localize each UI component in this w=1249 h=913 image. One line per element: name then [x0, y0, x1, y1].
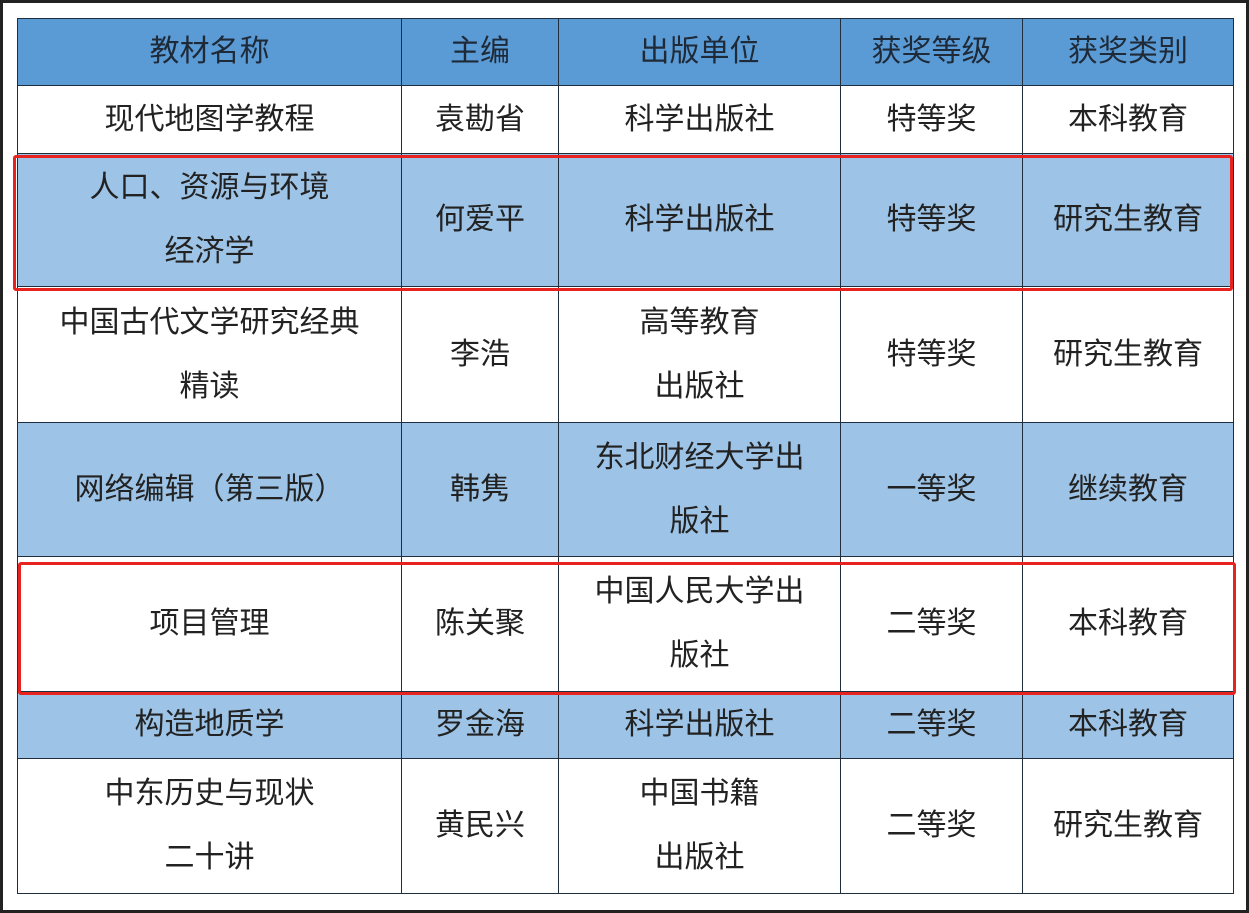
table-row: 现代地图学教程 袁勘省 科学出版社 特等奖 本科教育 — [17, 85, 1234, 154]
cell-category: 研究生教育 — [1022, 758, 1234, 894]
document-page: 教材名称 主编 出版单位 获奖等级 获奖类别 现代地图学教程 袁勘省 科学出版社 特等… — [3, 3, 1246, 910]
cell-editor: 韩隽 — [401, 422, 559, 557]
cell-publisher: 科学出版社 — [558, 85, 841, 154]
cell-publisher: 高等教育 出版社 — [558, 286, 841, 423]
cell-editor: 陈关聚 — [401, 556, 559, 692]
cell-category: 继续教育 — [1022, 422, 1234, 557]
table-row: 网络编辑（第三版） 韩隽 东北财经大学出 版社 一等奖 继续教育 — [17, 422, 1234, 557]
cell-level: 二等奖 — [840, 758, 1023, 894]
cell-name: 中东历史与现状 二十讲 — [17, 758, 402, 894]
cell-category: 本科教育 — [1022, 85, 1234, 154]
cell-name: 项目管理 — [17, 556, 402, 692]
header-publisher: 出版单位 — [558, 18, 841, 86]
cell-editor: 何爱平 — [401, 153, 559, 287]
cell-publisher: 科学出版社 — [558, 153, 841, 287]
cell-level: 二等奖 — [840, 556, 1023, 692]
award-table: 教材名称 主编 出版单位 获奖等级 获奖类别 现代地图学教程 袁勘省 科学出版社 特等… — [17, 18, 1234, 894]
header-editor: 主编 — [401, 18, 559, 86]
cell-editor: 罗金海 — [401, 691, 559, 759]
cell-category: 研究生教育 — [1022, 286, 1234, 423]
cell-name: 现代地图学教程 — [17, 85, 402, 154]
cell-name: 中国古代文学研究经典 精读 — [17, 286, 402, 423]
cell-publisher: 中国书籍 出版社 — [558, 758, 841, 894]
cell-name: 人口、资源与环境 经济学 — [17, 153, 402, 287]
table-row: 中东历史与现状 二十讲 黄民兴 中国书籍 出版社 二等奖 研究生教育 — [17, 758, 1234, 894]
table-row: 构造地质学 罗金海 科学出版社 二等奖 本科教育 — [17, 691, 1234, 759]
cell-publisher: 科学出版社 — [558, 691, 841, 759]
cell-name: 网络编辑（第三版） — [17, 422, 402, 557]
cell-category: 本科教育 — [1022, 556, 1234, 692]
cell-level: 特等奖 — [840, 85, 1023, 154]
cell-level: 二等奖 — [840, 691, 1023, 759]
table-row: 人口、资源与环境 经济学 何爱平 科学出版社 特等奖 研究生教育 — [17, 153, 1234, 287]
cell-category: 本科教育 — [1022, 691, 1234, 759]
cell-name: 构造地质学 — [17, 691, 402, 759]
cell-editor: 袁勘省 — [401, 85, 559, 154]
cell-editor: 黄民兴 — [401, 758, 559, 894]
header-level: 获奖等级 — [840, 18, 1023, 86]
header-category: 获奖类别 — [1022, 18, 1234, 86]
cell-publisher: 中国人民大学出 版社 — [558, 556, 841, 692]
cell-level: 一等奖 — [840, 422, 1023, 557]
table-row: 项目管理 陈关聚 中国人民大学出 版社 二等奖 本科教育 — [17, 556, 1234, 692]
cell-publisher: 东北财经大学出 版社 — [558, 422, 841, 557]
cell-editor: 李浩 — [401, 286, 559, 423]
header-row: 教材名称 主编 出版单位 获奖等级 获奖类别 — [17, 18, 1234, 86]
header-name: 教材名称 — [17, 18, 402, 86]
cell-level: 特等奖 — [840, 153, 1023, 287]
cell-category: 研究生教育 — [1022, 153, 1234, 287]
table-row: 中国古代文学研究经典 精读 李浩 高等教育 出版社 特等奖 研究生教育 — [17, 286, 1234, 423]
cell-level: 特等奖 — [840, 286, 1023, 423]
